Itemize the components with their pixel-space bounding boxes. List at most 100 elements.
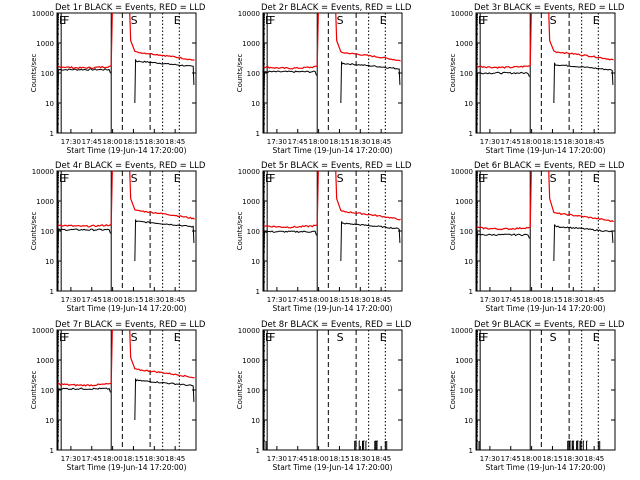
y-tick-label: 1000	[242, 357, 260, 365]
marker-label-e: E	[59, 331, 66, 344]
x-tick-label: 18:30	[350, 296, 370, 304]
y-tick-label: 1	[256, 447, 260, 455]
x-tick-label: 17:45	[288, 138, 308, 146]
y-axis-label: Counts/sec	[236, 371, 244, 410]
events-series	[476, 233, 530, 271]
x-tick-label: 18:15	[329, 138, 349, 146]
x-tick-label: 18:00	[309, 455, 329, 463]
x-tick-label: 18:00	[522, 138, 542, 146]
x-tick-label: 17:45	[501, 455, 521, 463]
y-tick-label: 1	[50, 288, 54, 296]
marker-label-s: S	[131, 172, 138, 185]
marker-label-e: E	[265, 172, 272, 185]
x-tick-label: 18:00	[309, 138, 329, 146]
marker-label-s: S	[337, 14, 344, 27]
marker-label-s: S	[550, 14, 557, 27]
marker-label-e: E	[593, 14, 600, 27]
events-series-late	[134, 378, 195, 421]
events-series-late	[134, 219, 195, 262]
x-tick-label: 18:45	[371, 455, 391, 463]
x-tick-label: 18:00	[309, 296, 329, 304]
events-series	[263, 230, 317, 271]
y-tick-label: 1000	[36, 40, 54, 48]
y-tick-label: 10000	[451, 327, 473, 335]
panel-3: Det 3r BLACK = Events, RED = LLD 1 10 100 10…	[449, 3, 625, 155]
x-tick-label: 18:00	[103, 296, 123, 304]
x-tick-label: 17:30	[61, 138, 81, 146]
y-axis-label: Counts/sec	[236, 54, 244, 93]
y-tick-label: 100	[247, 387, 260, 395]
marker-label-e: E	[265, 14, 272, 27]
marker-label-s: S	[337, 331, 344, 344]
x-tick-label: 18:45	[165, 296, 185, 304]
y-tick-label: 100	[460, 387, 473, 395]
marker-label-e: E	[59, 14, 66, 27]
x-axis-label: Start Time (19-Jun-14 17:20:00)	[273, 463, 393, 472]
y-tick-label: 10	[251, 258, 260, 266]
y-tick-label: 10	[251, 100, 260, 108]
panel-title: Det 1r BLACK = Events, RED = LLD	[55, 3, 206, 13]
x-axis-label: Start Time (19-Jun-14 17:20:00)	[486, 146, 606, 155]
y-axis-label: Counts/sec	[30, 371, 38, 410]
panel-title: Det 9r BLACK = Events, RED = LLD	[474, 320, 625, 330]
y-tick-label: 1000	[242, 198, 260, 206]
y-axis-label: Counts/sec	[449, 212, 457, 251]
x-tick-label: 17:30	[267, 138, 287, 146]
marker-label-e: E	[593, 331, 600, 344]
plot-frame	[262, 329, 403, 451]
y-tick-label: 100	[41, 228, 54, 236]
series-group	[57, 13, 195, 113]
plot-frame	[56, 170, 197, 292]
marker-label-s: S	[337, 172, 344, 185]
y-axis-label: Counts/sec	[449, 371, 457, 410]
events-series-late	[134, 59, 195, 104]
lld-series	[263, 171, 401, 229]
x-tick-label: 18:15	[329, 296, 349, 304]
marker-label-f: F	[269, 14, 275, 27]
x-tick-label: 17:45	[82, 455, 102, 463]
marker-label-e: E	[478, 14, 485, 27]
marker-label-s: S	[131, 331, 138, 344]
y-tick-label: 10000	[238, 168, 260, 176]
y-tick-label: 1000	[242, 40, 260, 48]
x-tick-label: 18:15	[123, 296, 143, 304]
x-axis-label: Start Time (19-Jun-14 17:20:00)	[67, 146, 187, 155]
y-axis-label: Counts/sec	[30, 54, 38, 93]
y-tick-label: 100	[460, 70, 473, 78]
events-series-late	[340, 221, 401, 262]
x-tick-label: 17:30	[480, 296, 500, 304]
y-tick-label: 100	[41, 387, 54, 395]
panel-6: Det 6r BLACK = Events, RED = LLD 1 10 100 10…	[449, 161, 625, 313]
marker-label-f: F	[482, 331, 488, 344]
panel-title: Det 4r BLACK = Events, RED = LLD	[55, 161, 206, 171]
x-tick-label: 18:30	[350, 455, 370, 463]
panel-7: Det 7r BLACK = Events, RED = LLD 1 10 100 10…	[30, 320, 206, 472]
y-tick-label: 1	[50, 130, 54, 138]
x-tick-label: 18:30	[563, 455, 583, 463]
lld-series	[476, 13, 614, 69]
x-tick-label: 18:15	[542, 296, 562, 304]
x-tick-label: 17:30	[61, 296, 81, 304]
x-tick-label: 17:45	[82, 138, 102, 146]
x-tick-label: 18:45	[165, 138, 185, 146]
marker-label-f: F	[63, 14, 69, 27]
x-tick-label: 18:15	[123, 455, 143, 463]
x-tick-label: 18:15	[329, 455, 349, 463]
panel-2: Det 2r BLACK = Events, RED = LLD 1 10 100 10…	[236, 3, 412, 155]
y-tick-label: 1000	[455, 198, 473, 206]
y-tick-label: 10	[45, 258, 54, 266]
y-tick-label: 1	[256, 130, 260, 138]
marker-label-e: E	[478, 331, 485, 344]
x-axis-label: Start Time (19-Jun-14 17:20:00)	[273, 146, 393, 155]
x-tick-label: 17:45	[82, 296, 102, 304]
y-tick-label: 10	[464, 417, 473, 425]
series-group	[476, 13, 614, 113]
marker-label-f: F	[269, 331, 275, 344]
x-tick-label: 17:30	[480, 455, 500, 463]
marker-label-s: S	[131, 14, 138, 27]
lld-series	[57, 330, 195, 387]
plot-frame	[56, 329, 197, 451]
x-tick-label: 18:45	[165, 455, 185, 463]
y-tick-label: 10	[464, 258, 473, 266]
y-tick-label: 10000	[451, 168, 473, 176]
